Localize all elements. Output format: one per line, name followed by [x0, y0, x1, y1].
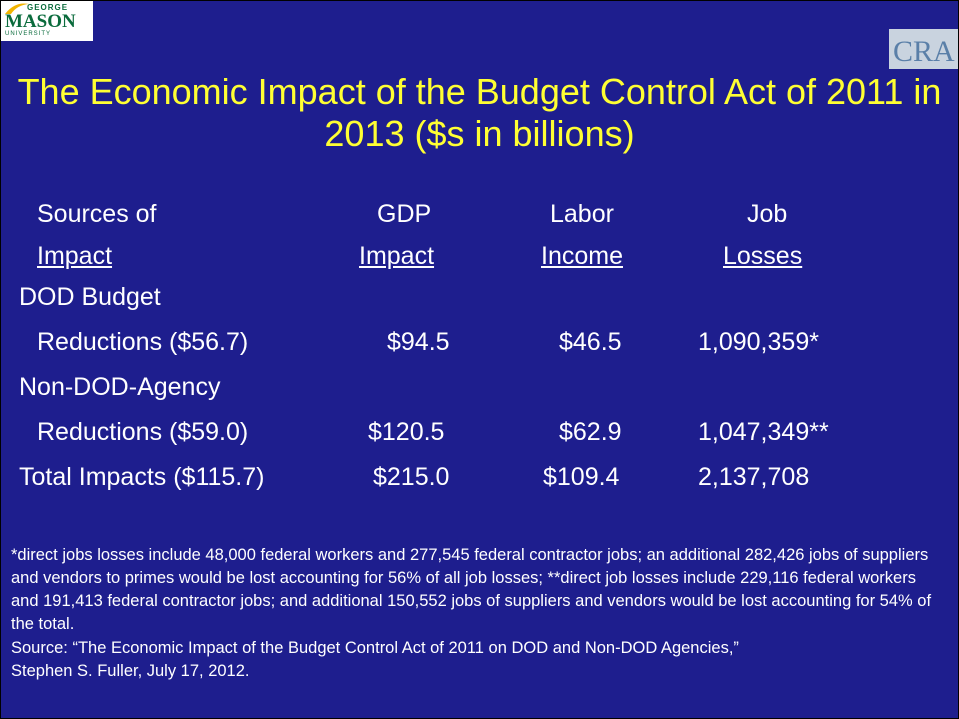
header-cell: Income: [541, 242, 623, 270]
logo-text: MASON: [5, 11, 76, 32]
row-label: Reductions ($59.0): [37, 418, 249, 446]
logo-text: UNIVERSITY: [5, 31, 52, 37]
header-cell: Losses: [723, 242, 803, 270]
value-cell: $109.4: [543, 463, 620, 491]
header-cell: GDP: [377, 200, 432, 228]
value-cell: $215.0: [373, 463, 450, 491]
value-cell: 1,047,349**: [698, 418, 829, 446]
source: Source: “The Economic Impact of the Budg…: [11, 639, 739, 680]
value-cell: $46.5: [559, 328, 622, 356]
header-cell: Impact: [37, 242, 113, 270]
footnote: *direct jobs losses include 48,000 feder…: [11, 546, 932, 633]
value-cell: 1,090,359*: [698, 328, 819, 356]
value-cell: 2,137,708: [698, 463, 810, 491]
header-cell: Impact: [359, 242, 435, 270]
row-group: DOD Budget: [19, 283, 161, 311]
row-group: Non-DOD-Agency: [19, 373, 221, 401]
value-cell: $94.5: [387, 328, 450, 356]
row-label: Total Impacts ($115.7): [19, 463, 265, 491]
cra-logo: CRA: [889, 29, 958, 69]
header-cell: Sources of: [37, 200, 157, 228]
value-cell: $120.5: [368, 418, 445, 446]
gmu-logo: GEORGE MASON UNIVERSITY: [1, 1, 93, 41]
logo-mark: [5, 3, 29, 14]
logo-text: GEORGE: [27, 3, 69, 12]
header-cell: Labor: [550, 200, 614, 228]
value-cell: $62.9: [559, 418, 622, 446]
row-label: Reductions ($56.7): [37, 328, 249, 356]
logo-text: CRA: [893, 35, 955, 68]
title: The Economic Impact of the Budget Contro…: [17, 71, 942, 154]
header-cell: Job: [747, 200, 788, 228]
